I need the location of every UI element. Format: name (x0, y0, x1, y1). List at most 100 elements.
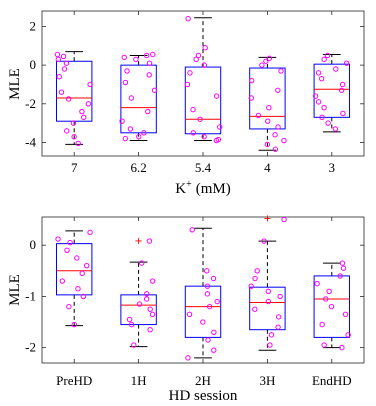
data-point (87, 81, 93, 88)
data-point (54, 51, 61, 58)
data-point (342, 311, 349, 318)
box-iqr (184, 285, 222, 338)
box-iqr (55, 60, 93, 122)
box-iqr (120, 64, 157, 134)
data-point (265, 288, 271, 294)
data-point (268, 332, 275, 338)
data-point (261, 238, 267, 244)
data-point (147, 327, 153, 333)
x-tick-label: 3H (259, 373, 275, 388)
y-tick-label: -2 (25, 340, 36, 355)
data-point (185, 355, 191, 361)
data-point (63, 60, 70, 66)
data-point (189, 227, 195, 233)
data-point (254, 268, 260, 274)
data-point (201, 62, 208, 68)
data-point (149, 278, 156, 284)
data-point (281, 137, 287, 144)
data-point (249, 77, 255, 84)
x-axis-label-top-main: K (175, 181, 186, 197)
data-point (248, 95, 255, 101)
data-point (278, 68, 284, 74)
data-point (146, 60, 153, 66)
data-point (190, 130, 197, 136)
data-point (143, 296, 150, 302)
outlier-marker: + (263, 214, 271, 225)
data-point (265, 298, 272, 305)
data-point (60, 53, 67, 60)
data-point (338, 87, 345, 93)
data-point (340, 110, 346, 117)
outlier-marker: + (134, 236, 142, 247)
data-point (145, 108, 151, 115)
data-point (326, 288, 332, 294)
data-point (213, 93, 220, 99)
data-point (80, 114, 87, 121)
data-point (55, 236, 61, 242)
data-point (65, 96, 72, 102)
data-point (281, 216, 287, 223)
data-point (67, 239, 73, 246)
data-point (315, 70, 322, 76)
data-point (143, 52, 150, 59)
box-iqr (55, 243, 93, 296)
data-point (205, 337, 211, 343)
data-point (124, 68, 130, 74)
y-tick-label: 0 (30, 237, 37, 252)
box-iqr (249, 67, 286, 130)
data-point (74, 255, 80, 261)
data-point (206, 303, 213, 310)
data-point (259, 62, 265, 68)
data-point (84, 262, 90, 269)
data-point (272, 132, 278, 138)
data-point (127, 126, 134, 132)
data-point (333, 66, 339, 72)
data-point (122, 79, 129, 86)
data-point (213, 137, 220, 144)
data-point (128, 321, 135, 328)
data-point (126, 316, 133, 323)
y-tick-label: -2 (25, 96, 36, 111)
data-point (71, 133, 77, 140)
data-point (328, 303, 335, 310)
data-point (64, 128, 70, 134)
x-axis-label-top-unit: (mM) (196, 181, 231, 197)
data-point (75, 286, 81, 292)
data-point (55, 56, 61, 63)
data-point (139, 260, 145, 266)
data-point (204, 291, 211, 297)
panel-hd-session: -2 -1 0 PreHD 1H +2H 3H + EndHD MLE HD session (7, 214, 365, 404)
data-point (119, 118, 125, 124)
data-point (211, 329, 217, 335)
data-point (61, 66, 68, 72)
data-point (128, 95, 135, 101)
data-point (211, 347, 217, 353)
x-axis-label-top: K+ (mM) (175, 179, 230, 197)
data-point (59, 278, 66, 284)
data-point (131, 342, 137, 348)
data-point (339, 260, 346, 266)
x-tick-label: 7 (71, 160, 78, 175)
data-point (275, 314, 282, 320)
data-point (339, 344, 345, 351)
data-point (85, 101, 92, 107)
data-point (263, 58, 269, 64)
data-point (272, 146, 279, 152)
data-point (315, 99, 322, 105)
data-point (87, 229, 93, 236)
data-point (214, 298, 220, 305)
data-point (185, 16, 191, 22)
data-point (79, 270, 85, 277)
data-point (202, 45, 208, 51)
data-point (56, 74, 62, 80)
y-tick-label: 0 (30, 57, 37, 72)
data-point (339, 81, 346, 88)
x-tick-label: 4 (264, 160, 271, 175)
data-point (147, 306, 153, 312)
data-point (190, 106, 196, 113)
y-axis-label-bottom: MLE (7, 274, 23, 306)
data-point (146, 238, 153, 244)
data-point (275, 87, 281, 93)
data-point (319, 321, 325, 328)
x-tick-label: 6.2 (130, 160, 146, 175)
